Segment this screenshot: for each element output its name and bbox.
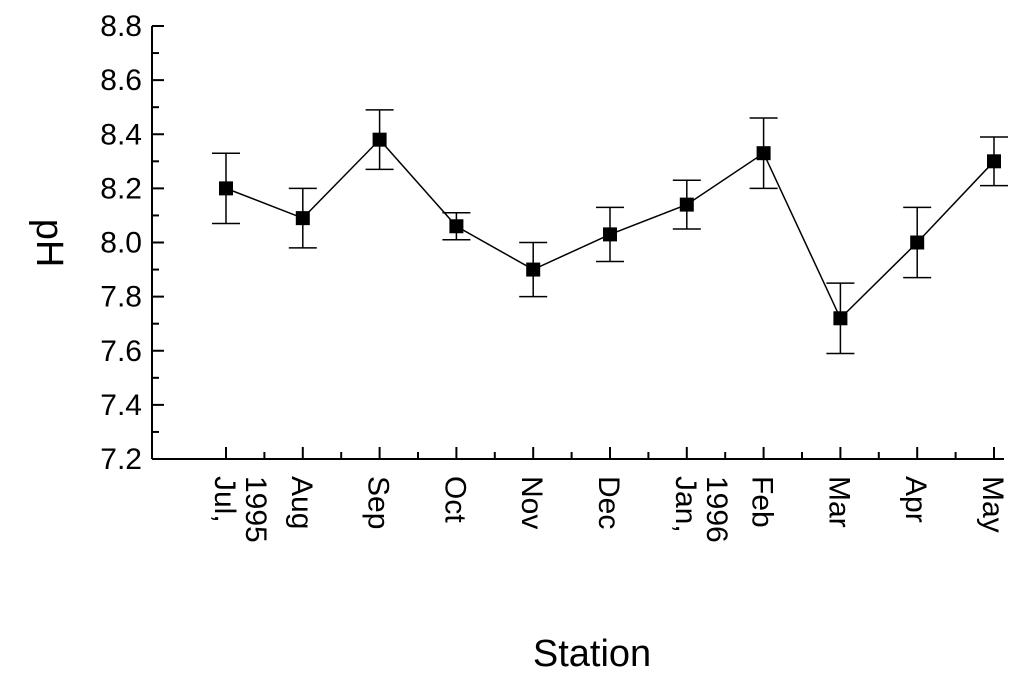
data-point [449,219,464,234]
x-tick-label: Dec [592,476,625,529]
data-point [372,132,387,147]
data-point [910,235,925,250]
x-tick-label: Nov [515,476,548,529]
x-tick-label-line: Jul, [208,476,241,523]
data-point [833,311,848,326]
x-tick-label-line: Mar [822,476,855,528]
data-point [756,146,771,161]
x-tick-label-line: Jan, [669,476,702,533]
x-tick-label-line: Feb [746,476,779,528]
x-axis-title: Station [533,633,651,675]
data-point [219,181,233,196]
y-axis-title: pH [28,219,70,268]
data-point [295,211,310,226]
y-tick-label: 8.4 [100,118,142,151]
y-tick-label: 8.0 [100,227,142,260]
x-tick-label-line: Aug [285,476,318,529]
data-point [526,262,541,277]
y-tick-label: 7.8 [100,281,142,314]
x-tick-label-line: Nov [515,476,548,529]
x-tick-label-line: Apr [899,476,932,523]
y-tick-label: 7.6 [100,335,142,368]
data-point [679,197,694,212]
x-tick-label-line: Sep [362,476,395,529]
series-markers [219,132,1001,326]
y-tick-label: 8.8 [100,10,142,43]
axes [151,26,1004,460]
data-point [987,154,1001,169]
y-axis-ticks: 7.2 7.4 7.6 7.8 8.0 8.2 8.4 8.6 8.8 [100,10,164,476]
y-tick-label: 8.6 [100,64,142,97]
data-point [603,227,617,242]
x-tick-label: Mar [822,476,855,528]
x-tick-label: Apr [899,476,932,523]
x-tick-label-line: May [976,476,1009,533]
x-tick-label-line: 1996 [700,476,733,543]
x-tick-label-line: Oct [438,476,471,523]
x-axis-ticks: Jul,1995 Aug Sep Oct Nov Dec Jan,1996 Feb Mar Apr… [208,447,1009,543]
x-tick-label: May [976,476,1009,533]
y-tick-label: 7.2 [100,443,142,476]
y-tick-label: 7.4 [100,389,142,422]
x-tick-label: Feb [746,476,779,528]
x-tick-label: Jan,1996 [669,476,733,543]
error-bars [212,109,1008,355]
x-tick-label-line: Dec [592,476,625,529]
x-tick-label: Oct [438,476,471,523]
x-tick-label: Sep [362,476,395,529]
x-tick-label: Aug [285,476,318,529]
x-tick-label-line: 1995 [239,476,272,543]
x-tick-label: Jul,1995 [208,476,272,543]
y-tick-label: 8.2 [100,172,142,205]
